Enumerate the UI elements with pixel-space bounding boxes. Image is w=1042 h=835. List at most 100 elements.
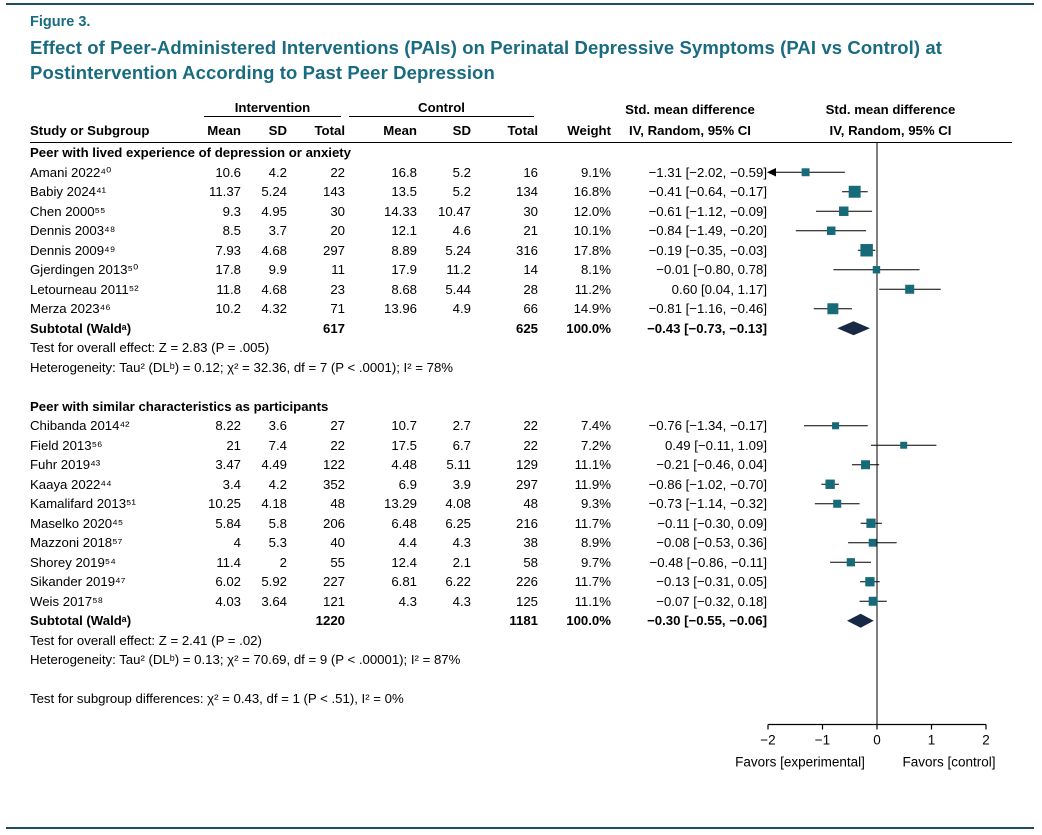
control-mean: 4.3	[398, 593, 417, 609]
ci-arrow-left	[767, 168, 776, 177]
study-row: Babiy 2024⁴¹ 11.37 5.24 143 13.5 5.2 134 16.8% −…	[30, 182, 1012, 202]
smd-ci-value: −0.19 [−0.35, −0.03]	[648, 242, 767, 258]
stats-row: Test for overall effect: Z = 2.41 (P = .…	[30, 631, 1012, 651]
axis-tick-label: 2	[982, 733, 990, 748]
intervention-total: 40	[330, 535, 345, 551]
smd-ci-value: −0.81 [−1.16, −0.46]	[648, 301, 767, 317]
subgroup-title: Peer with lived experience of depression…	[30, 145, 352, 161]
smd-ci-value: −0.86 [−1.02, −0.70]	[648, 476, 767, 492]
control-mean: 13.96	[383, 301, 417, 317]
control-total: 297	[515, 476, 538, 492]
axis-tick-label: 1	[928, 733, 936, 748]
intervention-sd: 7.4	[268, 437, 287, 453]
control-mean: 6.9	[398, 476, 417, 492]
control-sd: 4.08	[445, 496, 471, 512]
study-row: Kamalifard 2013⁵¹ 10.25 4.18 48 13.29 4.08 48 9…	[30, 494, 1012, 514]
control-sd: 4.6	[452, 223, 471, 239]
control-sd: 5.24	[445, 242, 471, 258]
intervention-mean: 5.84	[215, 515, 241, 531]
control-group-header: Control	[349, 100, 534, 118]
subtotal-diamond	[847, 614, 874, 629]
study-name: Subtotal (Waldᵃ)	[30, 613, 132, 629]
intervention-sd: 5.24	[261, 184, 287, 200]
effect-marker	[865, 577, 875, 587]
control-sd: 6.7	[452, 437, 471, 453]
intervention-total: 48	[330, 496, 345, 512]
top-rule	[6, 3, 1034, 5]
intervention-total: 617	[322, 320, 345, 336]
study-row: Amani 2022⁴⁰ 10.6 4.2 22 16.8 5.2 16 9.1% −1.31 …	[30, 163, 1012, 183]
stats-text: Heterogeneity: Tau² (DLᵇ) = 0.13; χ² = 7…	[30, 652, 461, 668]
control-sd: 4.3	[452, 535, 471, 551]
weight-value: 11.9%	[574, 476, 611, 492]
study-name: Babiy 2024⁴¹	[30, 184, 107, 200]
intervention-sd: 5.92	[261, 574, 287, 590]
intervention-mean: 10.25	[207, 496, 241, 512]
control-sd: 3.9	[452, 476, 471, 492]
effect-marker	[848, 186, 861, 199]
intervention-mean: 7.93	[215, 242, 241, 258]
weight-value: 9.3%	[580, 496, 611, 512]
axis-tick-label: −1	[815, 733, 830, 748]
effect-marker	[868, 597, 878, 607]
intervention-mean	[200, 319, 241, 339]
weight-value: 100.0%	[566, 320, 611, 336]
intervention-mean: 8.5	[222, 223, 241, 239]
study-row: Mazzoni 2018⁵⁷ 4 5.3 40 4.4 4.3 38 8.9% −0.08 [−…	[30, 533, 1012, 553]
stats-text: Test for overall effect: Z = 2.41 (P = .…	[30, 632, 262, 648]
intervention-sd: 5.8	[268, 515, 287, 531]
smd-ci-value: −0.07 [−0.32, 0.18]	[656, 593, 767, 609]
intervention-sd	[241, 611, 287, 631]
smd-ci-value: −0.41 [−0.64, −0.17]	[648, 184, 767, 200]
control-total: 38	[523, 535, 538, 551]
control-total: 125	[515, 593, 538, 609]
subgroup-title: Peer with similar characteristics as par…	[30, 398, 329, 414]
smd-text-subheader: IV, Random, 95% CI	[629, 123, 751, 139]
intervention-sd: 3.64	[261, 593, 287, 609]
study-row: Merza 2023⁴⁶ 10.2 4.32 71 13.96 4.9 66 14.9% −0.…	[30, 299, 1012, 319]
control-sd-header: SD	[452, 123, 471, 139]
study-name: Amani 2022⁴⁰	[30, 164, 112, 180]
smd-ci-value: −0.73 [−1.14, −0.32]	[648, 496, 767, 512]
smd-ci-value: 0.60 [0.04, 1.17]	[671, 281, 767, 297]
intervention-sd: 4.18	[261, 496, 287, 512]
study-row: Chibanda 2014⁴² 8.22 3.6 27 10.7 2.7 22 7.4% −0.…	[30, 416, 1012, 436]
study-row: Weis 2017⁵⁸ 4.03 3.64 121 4.3 4.3 125 11.1% −0.0…	[30, 592, 1012, 612]
weight-value: 16.8%	[573, 184, 611, 200]
intervention-mean: 11.8	[216, 281, 241, 297]
weight-value: 9.7%	[580, 554, 611, 570]
control-sd: 5.11	[446, 457, 471, 473]
control-sd: 10.47	[437, 203, 471, 219]
intervention-total: 27	[330, 418, 345, 434]
weight-value: 11.7%	[574, 574, 611, 590]
stats-text: Test for subgroup differences: χ² = 0.43…	[30, 691, 404, 707]
intervention-group-header: Intervention	[204, 100, 341, 118]
stats-row: Test for overall effect: Z = 2.83 (P = .…	[30, 338, 1012, 358]
intervention-mean: 6.02	[215, 574, 241, 590]
weight-value: 11.2%	[574, 281, 611, 297]
study-name: Kamalifard 2013⁵¹	[30, 496, 136, 512]
smd-ci-value: −0.84 [−1.49, −0.20]	[648, 223, 767, 239]
smd-ci-value: 0.49 [−0.11, 1.09]	[664, 437, 767, 453]
effect-marker	[833, 500, 842, 509]
control-total: 48	[523, 496, 538, 512]
control-total: 1181	[509, 613, 538, 629]
intervention-sd: 5.3	[268, 535, 287, 551]
weight-value: 8.9%	[580, 535, 611, 551]
subtotal-diamond	[837, 321, 870, 336]
axis-tick-label: 0	[873, 733, 881, 748]
control-total: 28	[523, 281, 538, 297]
intervention-total: 143	[322, 184, 345, 200]
control-mean: 4.4	[398, 535, 417, 551]
smd-ci-value: −0.61 [−1.12, −0.09]	[648, 203, 767, 219]
control-total: 129	[515, 457, 538, 473]
control-mean: 12.4	[391, 554, 417, 570]
forest-table-and-plot: −2 −1 0 1 2 Favors [experimental] Favors [cont…	[0, 143, 1042, 781]
control-mean: 6.48	[391, 515, 417, 531]
control-sd: 6.22	[445, 574, 471, 590]
intervention-mean: 10.2	[215, 301, 241, 317]
smd-ci-value: −0.76 [−1.34, −0.17]	[648, 418, 767, 434]
stats-row: Heterogeneity: Tau² (DLᵇ) = 0.12; χ² = 3…	[30, 358, 1012, 378]
intervention-sd: 4.68	[261, 281, 287, 297]
control-total: 16	[523, 164, 538, 180]
